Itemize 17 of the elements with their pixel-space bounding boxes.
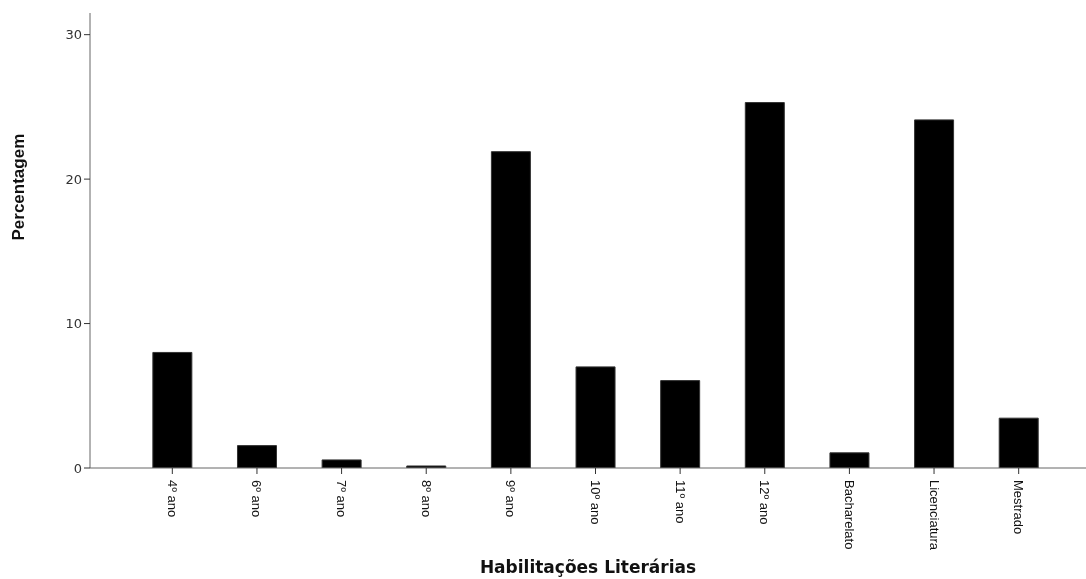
x-tick-label: 12º ano (757, 480, 773, 525)
y-tick-label: 30 (65, 27, 82, 43)
x-tick-label: 7º ano (334, 480, 350, 518)
y-tick-label: 0 (73, 460, 82, 476)
x-tick-label: Mestrado (1011, 480, 1027, 535)
x-tick-label: 11º ano (672, 480, 688, 524)
x-tick-label: 10º ano (588, 480, 603, 525)
x-tick-label: 4º ano (164, 480, 180, 518)
x-tick-label: 9º ano (503, 480, 519, 518)
x-tick-label: Licenciatura (926, 480, 942, 551)
x-tick-label: 6º ano (249, 480, 265, 518)
x-tick-label: 8º ano (418, 480, 434, 518)
x-axis-title: Habilitações Literárias (479, 557, 697, 577)
x-tick-label: Bacharelato (841, 480, 857, 550)
y-axis-title: Percentagem (9, 133, 29, 241)
y-tick-label: 20 (65, 171, 82, 187)
y-tick-label: 10 (65, 316, 82, 332)
